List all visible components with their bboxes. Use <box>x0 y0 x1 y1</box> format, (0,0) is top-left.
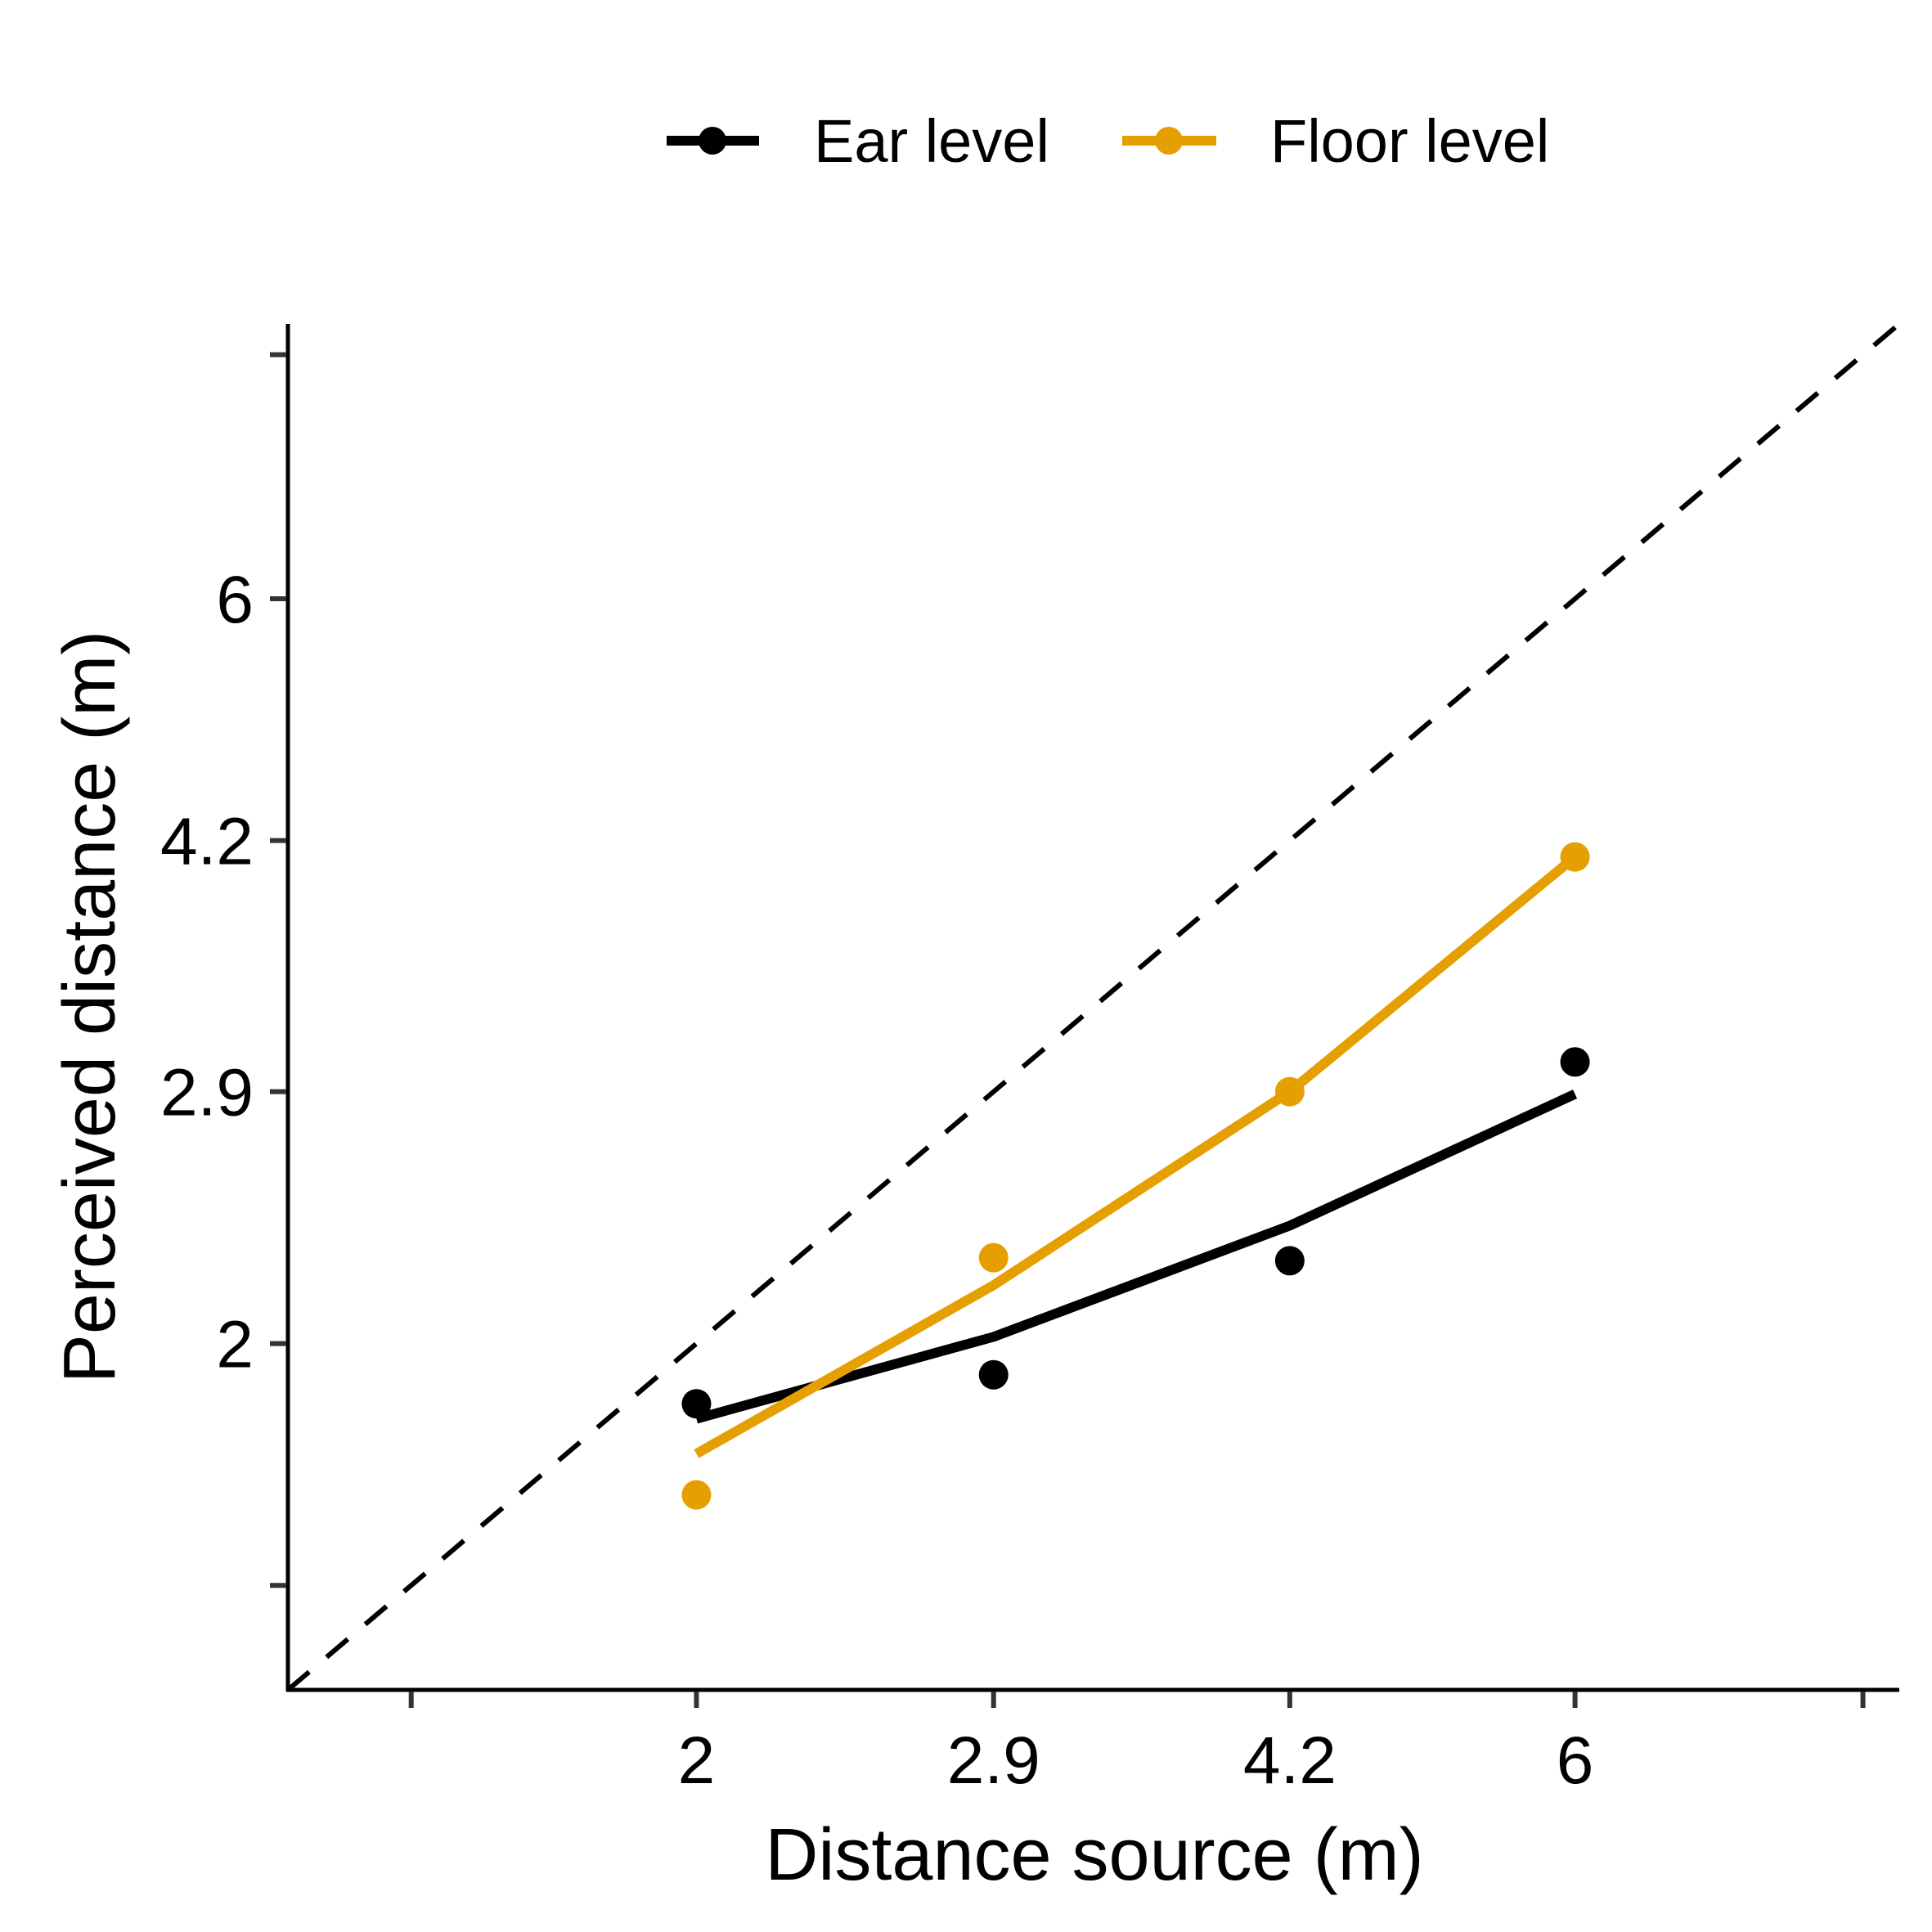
data-point-ear-level-2 <box>978 1359 1009 1390</box>
data-point-ear-level-3 <box>1274 1246 1305 1276</box>
data-point-ear-level-1 <box>681 1389 712 1419</box>
x-tick-label: 4.2 <box>1243 1723 1337 1798</box>
x-tick-label: 6 <box>1557 1723 1594 1798</box>
legend-key-point-floor-level <box>1155 127 1183 155</box>
data-point-floor-level-1 <box>681 1480 712 1510</box>
data-point-floor-level-4 <box>1560 842 1590 872</box>
x-tick-label: 2.9 <box>947 1723 1040 1798</box>
series-floor-level <box>681 842 1590 1510</box>
y-ticks: 2 2.9 4.2 6 <box>160 352 286 1588</box>
legend: Ear level Floor level <box>667 107 1549 175</box>
fit-line-floor-level <box>694 853 1579 1458</box>
y-axis-title: Perceived distance (m) <box>49 631 131 1383</box>
plot-area <box>286 321 1901 1692</box>
y-tick-label: 6 <box>216 563 254 637</box>
series-ear-level <box>681 1047 1590 1424</box>
x-tick-label: 2 <box>678 1723 716 1798</box>
legend-label-ear-level: Ear level <box>814 107 1049 175</box>
y-tick-label: 2.9 <box>160 1056 254 1130</box>
y-tick-label: 4.2 <box>160 805 254 879</box>
x-axis-title: Distance source (m) <box>765 1814 1423 1896</box>
data-point-floor-level-2 <box>978 1242 1009 1273</box>
fit-line-ear-level <box>694 1090 1578 1424</box>
legend-label-floor-level: Floor level <box>1270 107 1549 175</box>
identity-reference-line <box>286 321 1901 1692</box>
data-point-floor-level-3 <box>1274 1076 1305 1107</box>
data-point-ear-level-4 <box>1560 1047 1590 1077</box>
y-tick-label: 2 <box>216 1308 254 1382</box>
x-ticks: 2 2.9 4.2 6 <box>408 1692 1866 1798</box>
legend-key-point-ear-level <box>699 127 726 155</box>
